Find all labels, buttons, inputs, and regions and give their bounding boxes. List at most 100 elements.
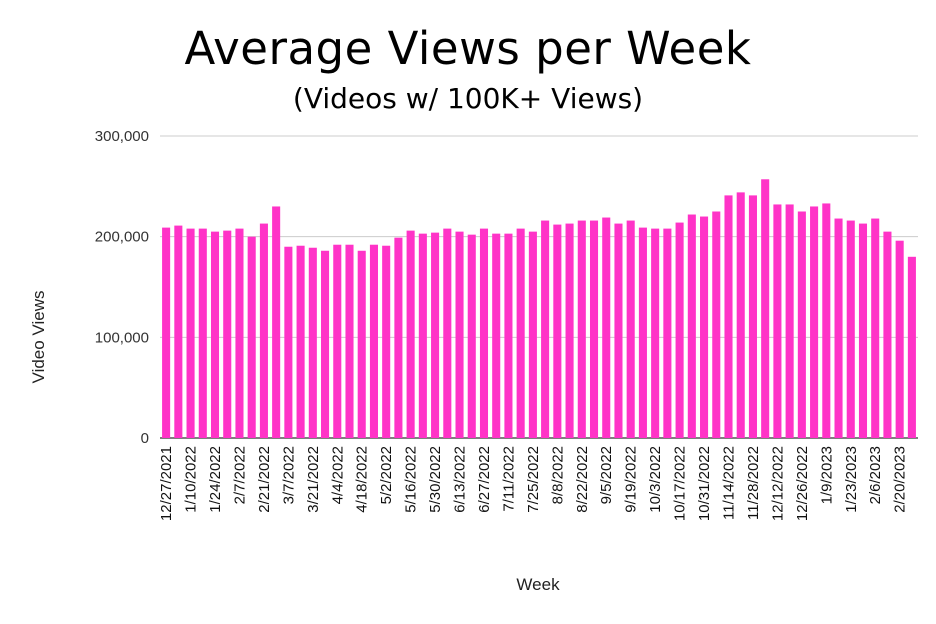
x-tick-label: 10/3/2022	[647, 446, 664, 513]
bar	[663, 228, 672, 438]
bar	[223, 230, 232, 438]
bar	[443, 228, 452, 438]
bar	[810, 206, 819, 438]
x-tick-label: 1/10/2022	[183, 446, 200, 513]
bar	[761, 179, 770, 438]
x-tick-label: 2/21/2022	[256, 446, 273, 513]
y-tick-label: 200,000	[95, 229, 149, 246]
bar	[272, 206, 281, 438]
x-tick-label: 1/23/2023	[843, 446, 860, 513]
bar	[700, 216, 709, 438]
bar	[296, 245, 305, 438]
x-tick-label: 4/4/2022	[329, 446, 346, 504]
bar	[455, 231, 464, 438]
x-tick-label: 10/31/2022	[696, 446, 713, 521]
x-tick-label: 9/5/2022	[598, 446, 615, 504]
x-tick-label: 2/20/2023	[892, 446, 909, 513]
bar	[748, 195, 757, 438]
x-tick-label: 3/21/2022	[305, 446, 322, 513]
bar	[235, 228, 244, 438]
bar	[418, 233, 427, 438]
x-tick-label: 12/27/2021	[158, 446, 175, 521]
bar	[369, 244, 378, 438]
bar	[834, 218, 843, 438]
x-tick-label: 7/11/2022	[500, 446, 517, 512]
bar	[357, 250, 366, 438]
bar	[247, 236, 256, 438]
bar	[651, 228, 660, 438]
bar	[162, 227, 171, 438]
x-tick-label: 1/24/2022	[207, 446, 224, 513]
x-tick-label: 5/2/2022	[378, 446, 395, 504]
y-tick-label: 100,000	[95, 329, 149, 346]
bar	[577, 220, 586, 438]
bar	[846, 220, 855, 438]
bar	[724, 195, 733, 438]
x-tick-label: 9/19/2022	[623, 446, 640, 513]
chart-subtitle: (Videos w/ 100K+ Views)	[292, 82, 644, 115]
bar	[174, 225, 183, 438]
bar	[687, 214, 696, 438]
bar	[345, 244, 354, 438]
x-tick-label: 10/17/2022	[672, 446, 689, 521]
bar	[333, 244, 342, 438]
x-tick-label: 4/18/2022	[354, 446, 371, 513]
bar	[321, 250, 330, 438]
bar	[883, 231, 892, 438]
x-tick-label: 8/8/2022	[549, 446, 566, 504]
bar	[773, 204, 782, 438]
bar	[736, 192, 745, 438]
x-tick-label: 5/16/2022	[403, 446, 420, 513]
bar	[638, 227, 647, 438]
x-tick-label: 12/26/2022	[794, 446, 811, 521]
bar	[382, 245, 391, 438]
x-tick-label: 1/9/2023	[818, 446, 835, 504]
x-tick-label: 7/25/2022	[525, 446, 542, 513]
bar	[259, 223, 268, 438]
bar	[589, 220, 599, 438]
bar	[528, 231, 537, 438]
y-tick-label: 300,000	[95, 128, 149, 145]
bar	[467, 234, 476, 438]
bar	[626, 220, 635, 438]
y-axis-tick-labels: 0 100,000 200,000 300,000	[95, 128, 149, 447]
bars	[162, 179, 916, 438]
x-axis-tick-labels: 12/27/2021 1/10/2022 1/24/2022 2/7/2022 2/21…	[158, 446, 909, 521]
x-tick-label: 6/27/2022	[476, 446, 493, 513]
x-tick-label: 3/7/2022	[280, 446, 297, 504]
bar	[602, 217, 611, 438]
x-tick-label: 5/30/2022	[427, 446, 444, 513]
bar	[907, 256, 916, 438]
bar	[614, 223, 623, 438]
bar	[516, 228, 525, 438]
bar	[431, 232, 440, 438]
bar	[785, 204, 794, 438]
bar	[871, 218, 880, 438]
bar	[406, 230, 415, 438]
x-tick-label: 12/12/2022	[769, 446, 786, 521]
bar	[492, 233, 501, 438]
bar	[308, 247, 317, 438]
x-tick-label: 11/28/2022	[745, 446, 762, 520]
bar	[797, 211, 806, 438]
chart-title: Average Views per Week	[184, 22, 752, 75]
bar	[565, 223, 574, 438]
bar	[186, 228, 195, 438]
x-tick-label: 6/13/2022	[452, 446, 469, 513]
bar	[394, 237, 403, 438]
bar	[541, 220, 550, 438]
x-axis-title: Week	[516, 575, 560, 594]
bar	[712, 211, 721, 438]
x-tick-label: 2/6/2023	[867, 446, 884, 504]
bar	[504, 233, 513, 438]
bar	[675, 222, 684, 438]
x-tick-label: 11/14/2022	[721, 446, 738, 520]
bar	[284, 246, 293, 438]
bar	[198, 228, 207, 438]
x-tick-label: 8/22/2022	[574, 446, 591, 513]
bar	[858, 223, 868, 438]
y-tick-label: 0	[141, 430, 149, 447]
bar	[822, 203, 831, 438]
bar	[479, 228, 489, 438]
